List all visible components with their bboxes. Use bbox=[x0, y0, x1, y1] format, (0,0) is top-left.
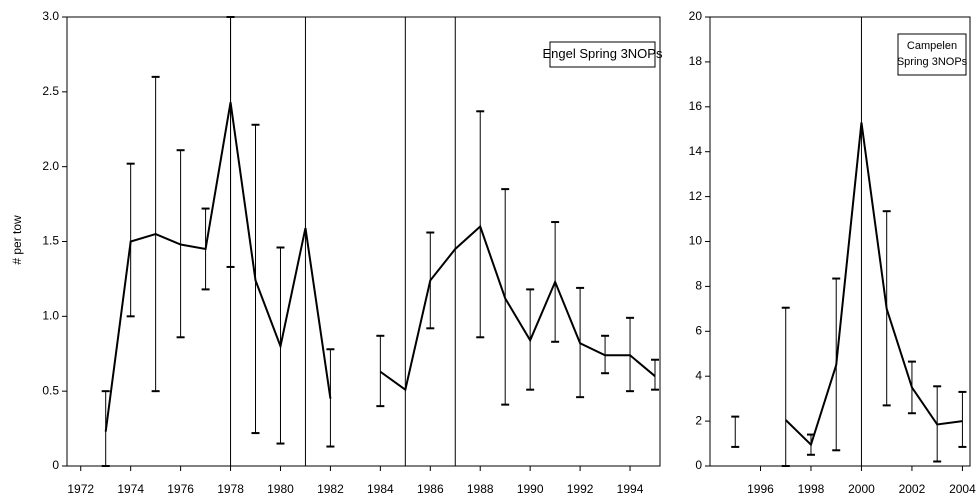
x-tick-label: 1994 bbox=[617, 482, 644, 496]
x-tick-label: 1976 bbox=[167, 482, 194, 496]
annotation: Campelen bbox=[907, 40, 957, 52]
y-axis-label: # per tow bbox=[10, 215, 24, 265]
y-tick-label: 4 bbox=[695, 368, 702, 382]
annotation-box bbox=[549, 41, 656, 68]
x-tick-label: 1974 bbox=[117, 482, 144, 496]
y-tick-label: 8 bbox=[695, 279, 702, 293]
y-tick-label: 1.5 bbox=[42, 234, 59, 248]
x-tick-label: 1986 bbox=[417, 482, 444, 496]
data-line bbox=[104, 102, 656, 432]
annotation: Spring 3NOPs bbox=[897, 56, 968, 68]
data-line bbox=[785, 122, 963, 447]
x-tick-label: 1992 bbox=[567, 482, 594, 496]
y-tick-label: 1.0 bbox=[42, 309, 59, 323]
y-tick-label: 2.0 bbox=[42, 159, 59, 173]
y-tick-label: 6 bbox=[695, 323, 702, 337]
annotation: Engel Spring 3NOPs bbox=[543, 46, 663, 61]
y-tick-label: 20 bbox=[689, 9, 703, 23]
annotation-box bbox=[897, 33, 967, 76]
y-tick-label: 2 bbox=[695, 413, 702, 427]
x-tick-label: 2002 bbox=[899, 482, 926, 496]
y-tick-label: 14 bbox=[689, 144, 703, 158]
y-tick-label: 0 bbox=[695, 458, 702, 472]
x-tick-label: 1978 bbox=[217, 482, 244, 496]
plot-frame bbox=[709, 16, 971, 467]
y-tick-label: 18 bbox=[689, 54, 703, 68]
y-tick-label: 0 bbox=[52, 458, 59, 472]
x-tick-label: 1980 bbox=[267, 482, 294, 496]
y-tick-label: 16 bbox=[689, 99, 703, 113]
y-tick-label: 10 bbox=[689, 234, 703, 248]
y-tick-label: 0.5 bbox=[42, 383, 59, 397]
x-tick-label: 1988 bbox=[467, 482, 494, 496]
x-tick-label: 1982 bbox=[317, 482, 344, 496]
y-tick-label: 12 bbox=[689, 189, 703, 203]
x-tick-label: 1984 bbox=[367, 482, 394, 496]
x-tick-label: 1996 bbox=[747, 482, 774, 496]
x-tick-label: 1990 bbox=[517, 482, 544, 496]
x-tick-label: 1972 bbox=[67, 482, 94, 496]
x-tick-label: 2000 bbox=[848, 482, 875, 496]
x-tick-label: 1998 bbox=[798, 482, 825, 496]
y-tick-label: 2.5 bbox=[42, 84, 59, 98]
x-tick-label: 2004 bbox=[949, 482, 976, 496]
y-tick-label: 3.0 bbox=[42, 9, 59, 23]
